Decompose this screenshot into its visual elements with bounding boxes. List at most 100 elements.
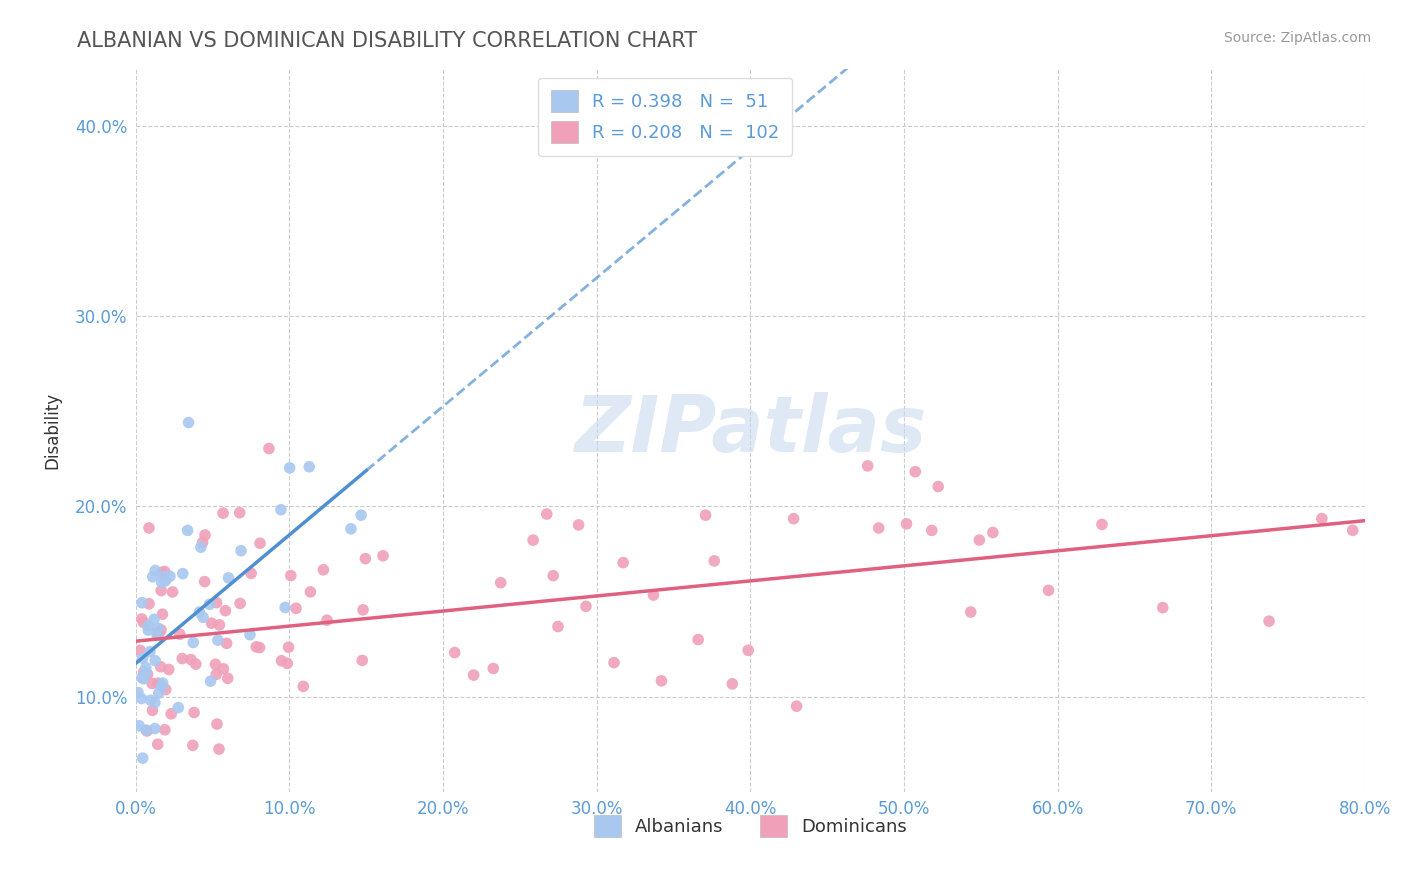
Point [695, 508, 717, 523]
Point [208, 742, 231, 756]
Point [150, 623, 173, 637]
Point [176, 524, 198, 538]
Point [215, 636, 238, 650]
Point [194, 574, 217, 589]
Point [146, 621, 169, 635]
Legend: Albanians, Dominicans: Albanians, Dominicans [586, 808, 914, 845]
Point [299, 585, 322, 599]
Point [547, 619, 569, 633]
Point [132, 665, 155, 679]
Point [177, 416, 200, 430]
Point [463, 668, 485, 682]
Point [204, 657, 226, 672]
Point [208, 618, 231, 632]
Point [194, 528, 217, 542]
Point [643, 588, 665, 602]
Point [143, 564, 166, 578]
Point [350, 508, 373, 523]
Point [856, 458, 879, 473]
Point [135, 724, 157, 739]
Point [489, 575, 512, 590]
Point [191, 610, 214, 624]
Point [567, 517, 589, 532]
Point [131, 671, 153, 685]
Point [229, 543, 252, 558]
Point [292, 679, 315, 693]
Point [218, 571, 240, 585]
Point [217, 671, 239, 685]
Point [138, 521, 160, 535]
Point [257, 442, 280, 456]
Point [143, 612, 166, 626]
Point [316, 613, 339, 627]
Point [155, 682, 177, 697]
Point [868, 521, 890, 535]
Point [612, 556, 634, 570]
Text: ALBANIAN VS DOMINICAN DISABILITY CORRELATION CHART: ALBANIAN VS DOMINICAN DISABILITY CORRELA… [77, 31, 697, 51]
Point [207, 633, 229, 648]
Point [131, 612, 153, 626]
Point [150, 679, 173, 693]
Point [127, 685, 149, 699]
Point [249, 536, 271, 550]
Point [153, 574, 176, 588]
Point [212, 506, 235, 520]
Point [172, 651, 194, 665]
Point [131, 596, 153, 610]
Point [1310, 511, 1333, 525]
Point [354, 551, 377, 566]
Point [162, 585, 184, 599]
Point [146, 737, 169, 751]
Point [132, 751, 155, 765]
Point [128, 719, 150, 733]
Point [135, 665, 157, 680]
Point [927, 479, 949, 493]
Point [921, 524, 943, 538]
Point [340, 522, 363, 536]
Point [143, 722, 166, 736]
Point [141, 676, 163, 690]
Point [285, 601, 308, 615]
Point [904, 465, 927, 479]
Point [160, 706, 183, 721]
Point [249, 640, 271, 655]
Point [142, 570, 165, 584]
Point [981, 525, 1004, 540]
Point [150, 575, 173, 590]
Point [1038, 583, 1060, 598]
Point [371, 549, 394, 563]
Point [159, 569, 181, 583]
Point [152, 607, 174, 622]
Point [198, 598, 221, 612]
Point [522, 533, 544, 548]
Point [155, 573, 177, 587]
Point [135, 661, 157, 675]
Point [136, 623, 159, 637]
Point [896, 516, 918, 531]
Point [132, 615, 155, 630]
Point [146, 676, 169, 690]
Point [143, 654, 166, 668]
Point [352, 603, 374, 617]
Y-axis label: Disability: Disability [44, 392, 60, 469]
Point [157, 663, 180, 677]
Point [603, 656, 626, 670]
Point [150, 583, 173, 598]
Point [959, 605, 981, 619]
Point [148, 686, 170, 700]
Point [139, 644, 162, 658]
Point [205, 596, 228, 610]
Point [191, 535, 214, 549]
Point [153, 565, 176, 579]
Point [181, 739, 204, 753]
Point [280, 568, 302, 582]
Point [141, 703, 163, 717]
Point [135, 723, 157, 738]
Point [298, 459, 321, 474]
Point [786, 699, 808, 714]
Point [721, 677, 744, 691]
Point [277, 640, 299, 655]
Point [737, 643, 759, 657]
Point [482, 661, 505, 675]
Point [270, 502, 292, 516]
